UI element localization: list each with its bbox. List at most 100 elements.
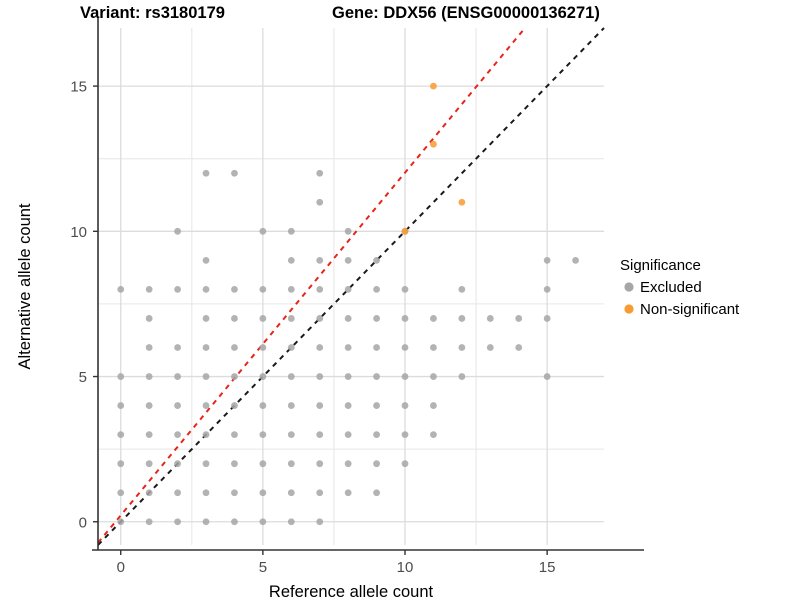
data-point: [316, 169, 324, 177]
data-point: [373, 256, 380, 264]
data-point: [401, 286, 409, 293]
data-point: [373, 460, 380, 468]
data-point: [430, 431, 437, 439]
data-point: [231, 431, 238, 439]
data-point: [430, 344, 437, 351]
data-point: [344, 256, 352, 264]
data-point: [259, 315, 267, 322]
data-point: [117, 373, 125, 380]
data-point: [401, 402, 409, 409]
data-point: [373, 315, 380, 322]
data-point: [117, 402, 125, 409]
y-tick-label: 0: [79, 514, 87, 531]
data-point: [231, 344, 238, 351]
data-point: [344, 227, 352, 235]
data-point: [458, 315, 466, 322]
data-point: [145, 373, 153, 380]
data-point: [430, 82, 437, 90]
data-point: [231, 286, 238, 293]
data-point: [259, 227, 267, 235]
data-point: [543, 286, 551, 293]
data-point: [458, 198, 466, 206]
data-point: [373, 373, 380, 380]
data-point: [202, 344, 210, 351]
data-point: [117, 460, 125, 468]
data-point: [174, 431, 181, 439]
data-point: [202, 169, 210, 177]
data-point: [259, 344, 267, 351]
data-point: [430, 402, 437, 409]
data-point: [231, 489, 238, 497]
data-point: [202, 518, 210, 526]
data-point: [515, 315, 523, 322]
data-point: [202, 431, 210, 439]
data-point: [117, 286, 125, 293]
data-point: [401, 227, 409, 235]
data-point: [543, 373, 551, 380]
data-point: [145, 402, 153, 409]
data-point: [117, 431, 125, 439]
data-point: [401, 460, 409, 468]
x-tick-label: 0: [117, 559, 125, 576]
data-point: [344, 344, 352, 351]
data-point: [202, 315, 210, 322]
identity-line: [97, 27, 605, 546]
data-point: [287, 518, 295, 526]
legend-key-excluded[interactable]: [624, 282, 634, 292]
data-point: [430, 373, 437, 380]
data-point: [145, 518, 153, 526]
data-point: [174, 460, 181, 468]
reference-line: [97, 27, 526, 544]
data-point: [287, 227, 295, 235]
data-point: [316, 344, 324, 351]
title-variant: Variant: rs3180179: [80, 4, 225, 22]
x-axis-title: Reference allele count: [269, 583, 434, 600]
data-point: [401, 373, 409, 380]
data-point: [287, 431, 295, 439]
data-point: [458, 344, 466, 351]
data-point: [259, 489, 267, 497]
data-point: [287, 315, 295, 322]
data-point: [174, 227, 181, 235]
data-point: [287, 460, 295, 468]
data-point: [231, 460, 238, 468]
legend-label-excluded: Excluded: [640, 279, 702, 296]
data-point: [373, 286, 380, 293]
data-point: [316, 315, 324, 322]
legend-label-non-significant: Non-significant: [640, 301, 740, 318]
data-point: [316, 460, 324, 468]
data-point: [458, 373, 466, 380]
data-point: [174, 402, 181, 409]
data-point: [572, 256, 579, 264]
data-point: [344, 460, 352, 468]
data-point: [316, 198, 324, 206]
data-point: [287, 344, 295, 351]
data-point: [316, 489, 324, 497]
data-point: [401, 431, 409, 439]
data-point: [117, 518, 125, 526]
data-point: [287, 489, 295, 497]
data-point: [287, 373, 295, 380]
legend-key-non-significant[interactable]: [624, 304, 634, 314]
data-point: [259, 402, 267, 409]
data-point: [231, 518, 238, 526]
data-point: [316, 256, 324, 264]
data-point: [486, 344, 494, 351]
data-point: [316, 431, 324, 439]
data-point: [231, 169, 238, 177]
data-point: [344, 431, 352, 439]
series-non-significant: [401, 82, 466, 235]
data-point: [174, 286, 181, 293]
data-point: [259, 373, 267, 380]
data-point: [458, 286, 466, 293]
data-point: [259, 286, 267, 293]
data-point: [316, 402, 324, 409]
data-point: [145, 489, 153, 497]
data-point: [202, 373, 210, 380]
data-point: [202, 460, 210, 468]
data-point: [344, 402, 352, 409]
data-point: [145, 315, 153, 322]
data-point: [174, 489, 181, 497]
data-point: [543, 315, 551, 322]
data-point: [373, 344, 380, 351]
